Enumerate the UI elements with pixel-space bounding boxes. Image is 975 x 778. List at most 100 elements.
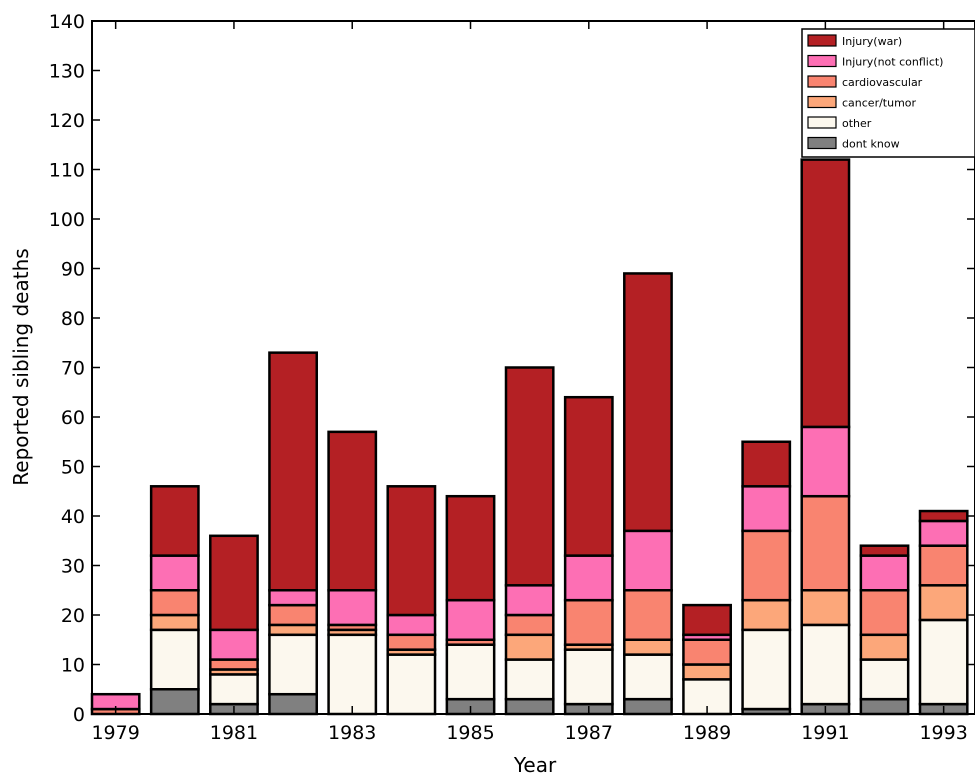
bar-segment-1984-other <box>386 653 437 716</box>
bar-segment-1982-injury-not-conflict- <box>268 589 318 607</box>
x-tick-label: 1981 <box>210 722 258 744</box>
x-tick-label: 1991 <box>801 722 849 744</box>
y-tick-label: 70 <box>61 358 85 380</box>
bar-segment-1991-injury-not-conflict- <box>800 425 851 498</box>
legend-frame <box>801 28 975 158</box>
bar-segment-1983-injury-not-conflict- <box>327 589 378 627</box>
bar-segment-1982-other <box>268 633 318 696</box>
bar-segment-1992-injury-not-conflict- <box>859 554 910 592</box>
y-tick-label: 60 <box>61 407 85 429</box>
bar-segment-1993-injury-war- <box>918 509 969 523</box>
bar-segment-1982-cardiovascular <box>268 603 318 627</box>
bar-segment-1992-cardiovascular <box>859 589 910 637</box>
bar-segment-1989-injury-war- <box>682 603 732 637</box>
legend-label: dont know <box>842 138 900 151</box>
legend-swatch <box>807 54 837 68</box>
y-tick-label: 140 <box>49 11 85 33</box>
bar-segment-1990-injury-not-conflict- <box>741 485 792 533</box>
bar-segment-1993-other <box>918 618 969 706</box>
bar-segment-1988-injury-not-conflict- <box>623 529 673 592</box>
bar-segment-1986-cardiovascular <box>504 613 555 637</box>
bar-segment-1993-cancer-tumor <box>918 584 969 622</box>
y-tick-label: 130 <box>49 61 85 83</box>
bar-segment-1980-dont-know <box>149 688 200 716</box>
bar-segment-1986-injury-not-conflict- <box>504 584 555 617</box>
bar-segment-1991-injury-war- <box>800 158 851 429</box>
bar-segment-1983-other <box>327 633 378 716</box>
bar-segment-1990-injury-war- <box>741 440 792 488</box>
bar-segment-1988-other <box>623 653 673 701</box>
bar-segment-1980-cancer-tumor <box>149 613 200 632</box>
legend-swatch <box>807 95 837 109</box>
legend-swatch <box>807 136 837 150</box>
bar-segment-1986-other <box>504 658 555 701</box>
bar-segment-1991-cancer-tumor <box>800 589 851 627</box>
bars-group <box>90 158 969 716</box>
bar-segment-1987-injury-war- <box>563 395 614 557</box>
bar-segment-1988-cancer-tumor <box>623 638 673 656</box>
bar-segment-1983-injury-war- <box>327 430 378 592</box>
bar-segment-1980-other <box>149 628 200 691</box>
y-tick-label: 40 <box>61 506 85 528</box>
bar-segment-1980-injury-war- <box>149 485 200 557</box>
bar-segment-1981-injury-war- <box>209 534 259 632</box>
y-tick-label: 90 <box>61 259 85 281</box>
y-tick-label: 120 <box>49 110 85 132</box>
bar-segment-1985-injury-war- <box>445 494 496 602</box>
x-axis-ticks: 1979 1981 1983 1985 1987 1989 1991 1993 <box>91 21 968 744</box>
y-tick-label: 110 <box>49 160 85 182</box>
legend-label: cardiovascular <box>842 76 923 89</box>
bar-segment-1986-injury-war- <box>504 366 555 587</box>
bar-segment-1982-cancer-tumor <box>268 623 318 637</box>
legend-label: Injury(not conflict) <box>842 56 943 69</box>
x-axis-label: Year <box>513 753 557 777</box>
bar-segment-1984-cardiovascular <box>386 633 437 651</box>
legend-swatch <box>807 34 837 47</box>
bar-segment-1981-other <box>209 673 259 706</box>
bar-segment-1989-cancer-tumor <box>682 663 732 681</box>
plot-frame <box>91 20 975 715</box>
legend-label: cancer/tumor <box>842 97 917 110</box>
y-tick-label: 20 <box>61 605 85 627</box>
bar-segment-1990-other <box>741 628 792 711</box>
y-tick-label: 50 <box>61 457 85 479</box>
bar-segment-1981-injury-not-conflict- <box>209 628 259 661</box>
y-axis-ticks: 0 10 20 30 40 50 60 70 80 90 100 110 120 130 140 <box>49 11 975 726</box>
bar-segment-1985-other <box>445 643 496 701</box>
bar-segment-1988-injury-war- <box>623 272 673 533</box>
y-axis-label: Reported sibling deaths <box>9 248 33 485</box>
bar-segment-1992-cancer-tumor <box>859 633 910 661</box>
x-tick-label: 1987 <box>565 722 613 744</box>
bar-segment-1987-cardiovascular <box>563 598 614 646</box>
bar-segment-1990-cardiovascular <box>741 529 792 602</box>
bar-segment-1993-injury-not-conflict- <box>918 519 969 547</box>
bar-segment-1984-injury-not-conflict- <box>386 613 437 637</box>
x-tick-label: 1989 <box>683 722 731 744</box>
bar-segment-1987-injury-not-conflict- <box>563 554 614 602</box>
legend-swatch <box>807 116 837 129</box>
bar-segment-1993-cardiovascular <box>918 544 969 587</box>
bar-segment-1985-injury-not-conflict- <box>445 598 496 642</box>
x-tick-label: 1979 <box>91 722 139 744</box>
legend-label: Injury(war) <box>842 35 902 48</box>
y-tick-label: 30 <box>61 556 85 578</box>
bar-segment-1988-dont-know <box>623 697 673 716</box>
bar-segment-1982-injury-war- <box>268 351 318 592</box>
y-tick-label: 0 <box>73 704 85 726</box>
bar-segment-1981-cardiovascular <box>209 658 259 671</box>
bar-segment-1987-other <box>563 648 614 706</box>
bar-segment-1986-dont-know <box>504 697 555 716</box>
bar-segment-1992-dont-know <box>859 697 910 716</box>
bar-segment-1984-injury-war- <box>386 485 437 617</box>
bar-segment-1992-other <box>859 658 910 701</box>
y-tick-label: 80 <box>61 308 85 330</box>
x-tick-label: 1983 <box>328 722 376 744</box>
bar-segment-1980-cardiovascular <box>149 589 200 617</box>
x-tick-label: 1985 <box>446 722 494 744</box>
bar-segment-1990-cancer-tumor <box>741 598 792 632</box>
bar-segment-1992-injury-war- <box>859 544 910 557</box>
bar-segment-1982-dont-know <box>268 692 318 716</box>
bar-segment-1986-cancer-tumor <box>504 633 555 661</box>
bar-segment-1991-other <box>800 623 851 706</box>
